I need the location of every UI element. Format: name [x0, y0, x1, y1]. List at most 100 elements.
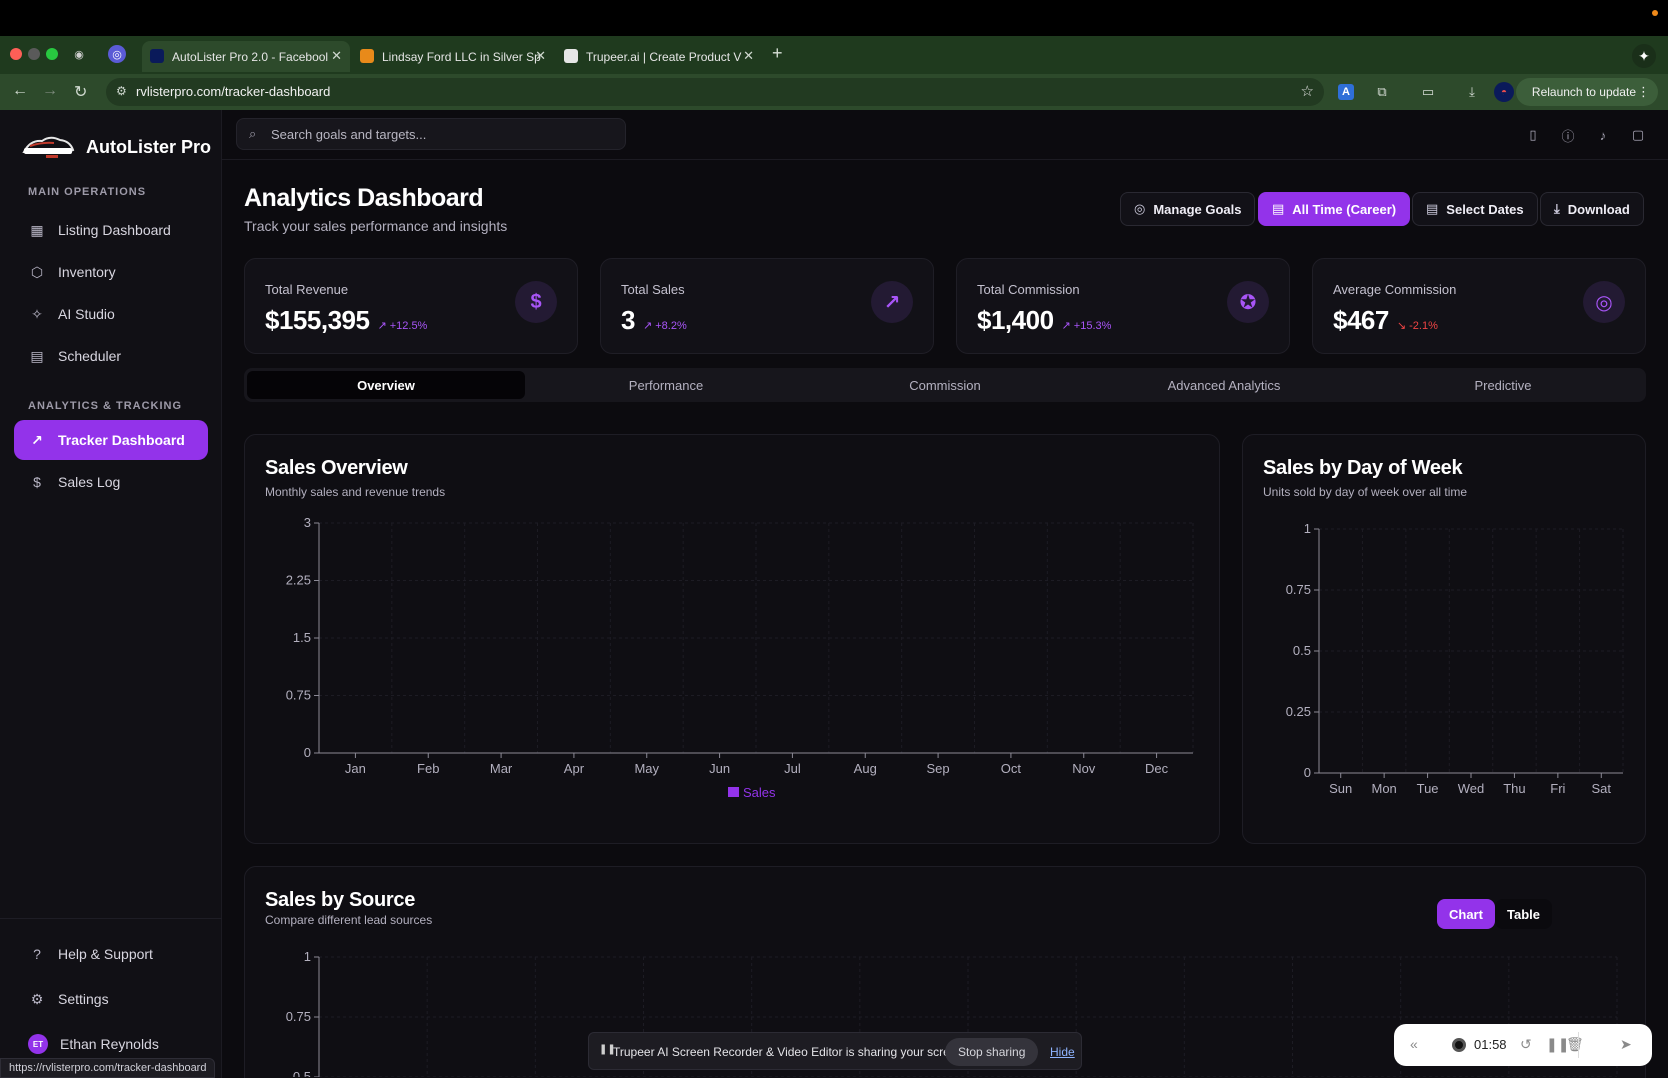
sales-by-day-chart[interactable]: 0 0.25 0.5 0.75 1 Sun Mon Tue Wed Thu Fri Sat	[1243, 505, 1647, 835]
x-tick-label: Jul	[784, 761, 801, 776]
box-icon: ⬡	[30, 263, 44, 280]
y-tick-label: 0.5	[1293, 643, 1311, 658]
card-subtitle: Monthly sales and revenue trends	[265, 485, 446, 499]
browser-tab[interactable]: Lindsay Ford LLC in Silver Sp ✕	[352, 41, 554, 72]
select-dates-label: Select Dates	[1446, 201, 1524, 217]
sidebar-item-help[interactable]: ? Help & Support	[14, 934, 208, 974]
site-info-icon[interactable]: ⚙	[116, 84, 127, 98]
download-button[interactable]: ⤓ Download	[1540, 192, 1644, 226]
sales-by-day-card: Sales by Day of Week Units sold by day o…	[1242, 434, 1646, 844]
ford-favicon-icon	[360, 49, 374, 63]
trupeer-favicon-icon	[564, 49, 578, 63]
y-tick-label: 0.75	[286, 688, 311, 703]
browser-tab[interactable]: AutoLister Pro 2.0 - Facebool ✕	[142, 41, 350, 72]
brand[interactable]: AutoLister Pro	[20, 130, 211, 164]
sales-by-source-chart[interactable]: 0.5 0.75 1	[245, 937, 1647, 1077]
back-icon[interactable]: ←	[12, 82, 28, 99]
stop-sharing-button[interactable]: Stop sharing	[945, 1038, 1039, 1066]
chart-view-button[interactable]: Chart	[1437, 899, 1495, 929]
relaunch-button[interactable]: Relaunch to update ⋮	[1515, 78, 1658, 106]
x-tick-label: Sep	[927, 761, 950, 776]
browser-tab[interactable]: Trupeer.ai | Create Product V ✕	[556, 41, 762, 72]
trash-icon[interactable]: 🗑	[1566, 1036, 1584, 1052]
analytics-tabs: Overview Performance Commission Advanced…	[244, 368, 1646, 402]
help-circle-icon[interactable]: ⓘ	[1561, 128, 1575, 144]
bell-icon[interactable]: ♪	[1599, 127, 1607, 143]
bookmark-star-icon[interactable]: ☆	[1300, 83, 1314, 100]
topbar: ⌕ ▯ ⓘ ♪ ▢	[222, 110, 1668, 160]
extensions-icon[interactable]: ⧉	[1377, 84, 1387, 99]
all-time-button[interactable]: ▤ All Time (Career)	[1258, 192, 1411, 226]
manage-goals-button[interactable]: ◎ Manage Goals	[1120, 192, 1256, 226]
forward-icon[interactable]: →	[42, 82, 58, 99]
select-dates-button[interactable]: ▤ Select Dates	[1412, 192, 1538, 226]
sidebar-item-scheduler[interactable]: ▤ Scheduler	[14, 336, 208, 376]
download-icon[interactable]: ⤓	[1469, 84, 1475, 99]
record-icon[interactable]: ◉	[74, 48, 84, 61]
y-tick-label: 2.25	[286, 573, 311, 588]
sidebar-item-sales-log[interactable]: $ Sales Log	[14, 462, 208, 502]
sidebar-item-ai-studio[interactable]: ✧ AI Studio	[14, 294, 208, 334]
sidebar-item-label: Settings	[58, 991, 109, 1007]
hide-banner-link[interactable]: Hide	[1050, 1045, 1075, 1059]
sidebar-item-inventory[interactable]: ⬡ Inventory	[14, 252, 208, 292]
address-bar[interactable]: ⚙ rvlisterpro.com/tracker-dashboard ☆	[106, 78, 1324, 106]
user-profile[interactable]: ET Ethan Reynolds	[14, 1024, 208, 1064]
main-content: Analytics Dashboard Track your sales per…	[222, 160, 1668, 1078]
sales-overview-chart[interactable]: 0 0.75 1.5 2.25 3 Jan Feb Mar Apr May Jun Jul Aug Sep…	[245, 505, 1221, 835]
x-tick-label: Tue	[1417, 781, 1439, 796]
help-circle-icon: ?	[33, 946, 41, 962]
page-title: Analytics Dashboard	[244, 184, 484, 212]
chat-icon[interactable]: ▢	[1631, 127, 1645, 142]
x-tick-label: Mon	[1371, 781, 1396, 796]
collapse-icon[interactable]: «	[1410, 1036, 1418, 1052]
tab-overview[interactable]: Overview	[247, 371, 525, 399]
trending-up-icon: ↗	[871, 281, 913, 323]
browser-toolbar: ← → ↻ ⚙ rvlisterpro.com/tracker-dashboar…	[0, 74, 1668, 110]
sidebar-item-tracker-dashboard[interactable]: ↗ Tracker Dashboard	[14, 420, 208, 460]
gemini-icon[interactable]: ✦	[1632, 44, 1656, 68]
document-icon[interactable]: ▯	[1529, 127, 1537, 142]
stat-label: Total Sales	[621, 282, 685, 297]
tab-commission[interactable]: Commission	[909, 377, 981, 393]
table-view-button[interactable]: Table	[1495, 899, 1552, 929]
search-box[interactable]: ⌕	[236, 118, 626, 150]
profile-avatar[interactable]: ◓	[1494, 82, 1514, 102]
maximize-window-icon[interactable]	[46, 48, 58, 60]
stat-label: Average Commission	[1333, 282, 1457, 297]
reload-icon[interactable]: ↻	[74, 84, 88, 101]
translate-extension-icon[interactable]: A	[1338, 84, 1354, 100]
calendar-icon: ▤	[30, 347, 44, 364]
pause-icon[interactable]: ❚❚	[1546, 1036, 1570, 1052]
x-tick-label: Mar	[490, 761, 513, 776]
tab-advanced-analytics[interactable]: Advanced Analytics	[1167, 377, 1281, 393]
all-time-label: All Time (Career)	[1292, 201, 1397, 217]
more-options-icon[interactable]: ⋮	[1637, 84, 1650, 99]
close-tab-icon[interactable]: ✕	[331, 48, 342, 63]
sidebar-item-label: Sales Log	[58, 474, 121, 490]
card-title: Sales by Source	[265, 889, 416, 911]
sidebar-item-label: Listing Dashboard	[58, 222, 171, 238]
extension-tab-icon[interactable]: ◎	[108, 45, 126, 63]
cursor-icon[interactable]: ➤	[1620, 1036, 1632, 1052]
screen-share-banner: ❚❚ Trupeer AI Screen Recorder & Video Ed…	[588, 1032, 1082, 1070]
recorder-widget: « 01:58 ↺ ❚❚ 🗑 ➤	[1394, 1024, 1652, 1066]
close-tab-icon[interactable]: ✕	[535, 48, 546, 63]
close-window-icon[interactable]	[10, 48, 22, 60]
new-tab-icon[interactable]: +	[772, 43, 783, 63]
restart-icon[interactable]: ↺	[1520, 1036, 1532, 1052]
close-tab-icon[interactable]: ✕	[743, 48, 754, 63]
pause-icon: ❚❚	[599, 1044, 616, 1055]
url-text[interactable]: rvlisterpro.com/tracker-dashboard	[136, 84, 331, 99]
minimize-window-icon[interactable]	[28, 48, 40, 60]
x-tick-label: Fri	[1550, 781, 1565, 796]
sidebar-item-label: Inventory	[58, 264, 116, 280]
tab-performance[interactable]: Performance	[628, 377, 704, 393]
sidebar-item-settings[interactable]: ⚙ Settings	[14, 979, 208, 1019]
sidebar-item-listing-dashboard[interactable]: ▦ Listing Dashboard	[14, 210, 208, 250]
search-input[interactable]	[271, 124, 611, 144]
cast-icon[interactable]: ▭	[1421, 84, 1435, 99]
x-tick-label: Sun	[1329, 781, 1352, 796]
tab-predictive[interactable]: Predictive	[1474, 377, 1532, 393]
record-button[interactable]	[1452, 1038, 1466, 1052]
